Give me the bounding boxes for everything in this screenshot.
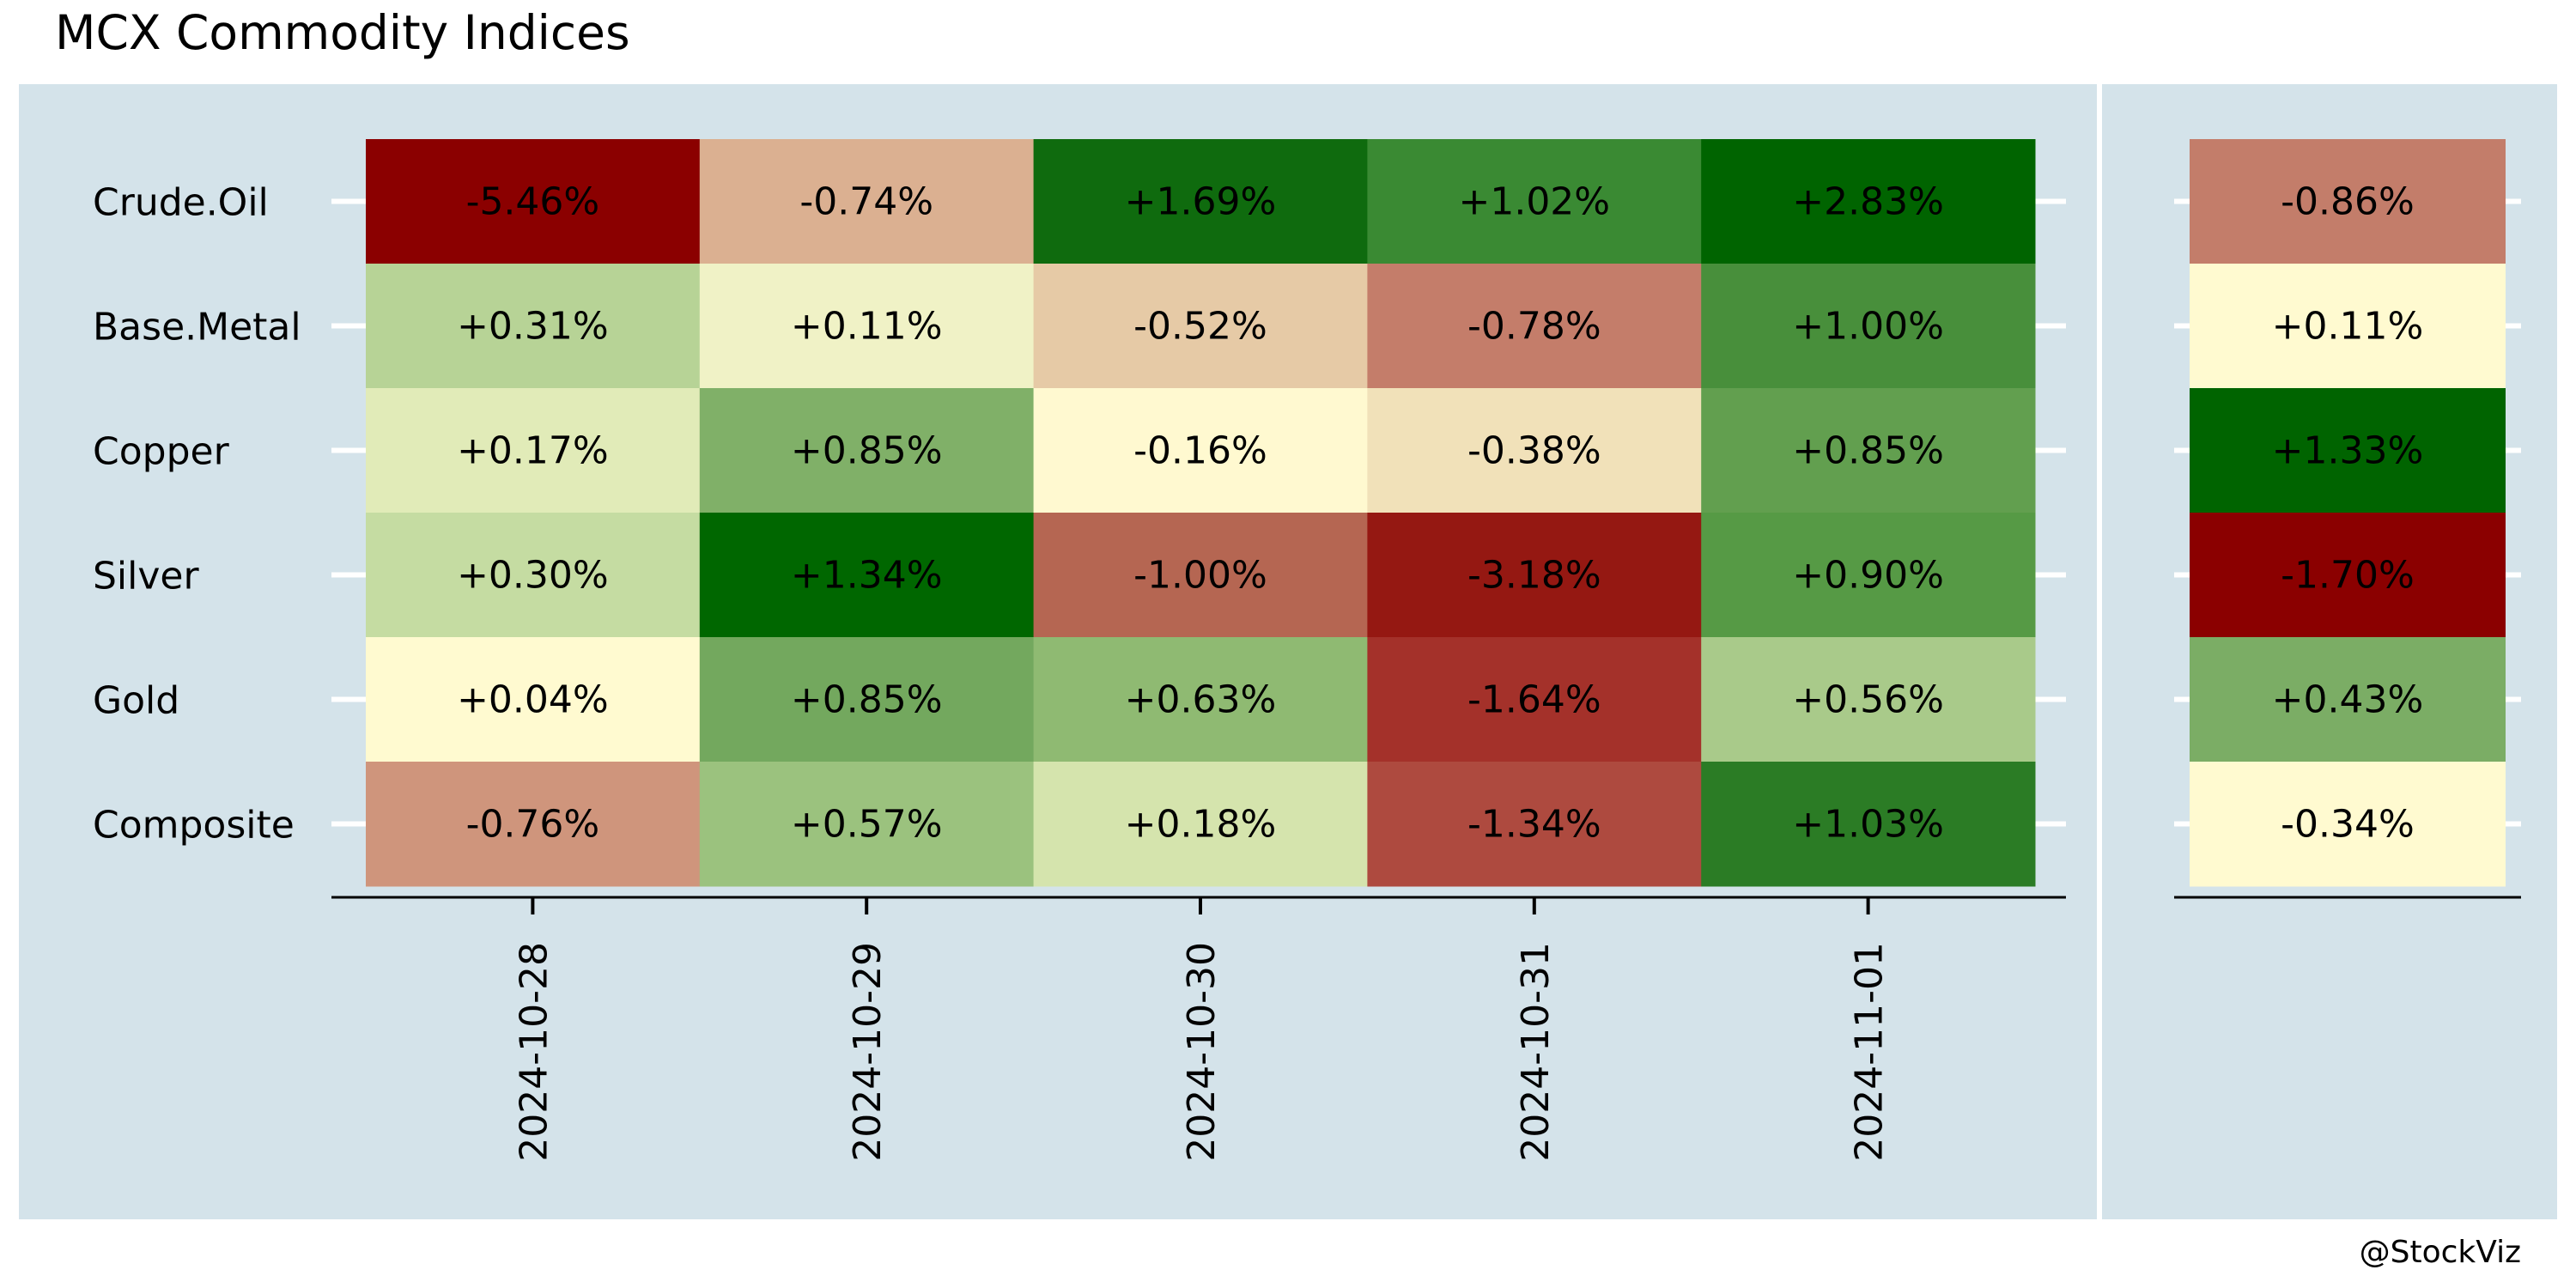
cell-value-label: +1.00% — [1792, 305, 1944, 349]
cell-value-label: +0.56% — [1792, 678, 1944, 722]
cell-value-label: +0.85% — [791, 678, 943, 722]
heatmap-cell — [1367, 637, 1702, 762]
heatmap-cell — [1701, 637, 2036, 762]
cell-value-label: -0.76% — [466, 803, 600, 847]
row-label: Crude.Oil — [93, 181, 269, 225]
cell-value-label: +0.85% — [1792, 429, 1944, 473]
cell-value-label: +0.31% — [457, 305, 609, 349]
x-tick-label: 2024-10-30 — [1180, 942, 1224, 1162]
cell-value-label: +2.83% — [1792, 180, 1944, 224]
x-tick-label: 2024-10-28 — [512, 942, 556, 1162]
summary-value-label: +0.43% — [2272, 678, 2424, 722]
summary-cell — [2190, 388, 2506, 513]
cell-value-label: +1.69% — [1125, 180, 1277, 224]
heatmap-cell — [1701, 513, 2036, 638]
heatmap-cell — [1367, 388, 1702, 513]
summary-cell — [2190, 513, 2506, 638]
heatmap-cell — [1367, 264, 1702, 389]
cell-value-label: +0.18% — [1125, 803, 1277, 847]
heatmap-cell — [1701, 264, 2036, 389]
summary-value-label: +1.33% — [2272, 429, 2424, 473]
cell-value-label: +0.30% — [457, 554, 609, 598]
heatmap-cell — [699, 513, 1035, 638]
heatmap-cell — [699, 388, 1035, 513]
cell-value-label: +1.34% — [791, 554, 943, 598]
cell-value-label: -1.64% — [1467, 678, 1601, 722]
row-label: Base.Metal — [93, 306, 301, 349]
heatmap-cell — [366, 513, 701, 638]
cell-value-label: -0.38% — [1467, 429, 1601, 473]
heatmap-cell — [699, 264, 1035, 389]
heatmap-cell — [366, 264, 701, 389]
heatmap-cell — [366, 762, 701, 887]
summary-cell — [2190, 264, 2506, 389]
cell-value-label: -1.00% — [1133, 554, 1267, 598]
cell-value-label: +0.90% — [1792, 554, 1944, 598]
cell-value-label: +0.11% — [791, 305, 943, 349]
summary-value-label: +0.11% — [2272, 305, 2424, 349]
heatmap-cell — [699, 637, 1035, 762]
summary-value-label: -1.70% — [2281, 554, 2415, 598]
row-label: Silver — [93, 555, 199, 598]
cell-value-label: +0.04% — [457, 678, 609, 722]
cell-value-label: +0.17% — [457, 429, 609, 473]
cell-value-label: -0.78% — [1467, 305, 1601, 349]
cell-value-label: -1.34% — [1467, 803, 1601, 847]
heatmap-cell — [1367, 762, 1702, 887]
cell-value-label: -3.18% — [1467, 554, 1601, 598]
cell-value-label: +0.85% — [791, 429, 943, 473]
heatmap-cell — [1367, 513, 1702, 638]
heatmap-cell — [1033, 513, 1368, 638]
row-label: Gold — [93, 679, 179, 723]
heatmap-cell — [699, 762, 1035, 887]
cell-value-label: +0.57% — [791, 803, 943, 847]
heatmap-cell — [1033, 388, 1368, 513]
heatmap-cell — [366, 388, 701, 513]
heatmap-cell — [366, 139, 701, 264]
cell-value-label: -5.46% — [466, 180, 600, 224]
heatmap-cell — [1033, 762, 1368, 887]
heatmap-cell — [1701, 388, 2036, 513]
cell-value-label: -0.52% — [1133, 305, 1267, 349]
row-label: Composite — [93, 804, 295, 848]
heatmap-cell — [366, 637, 701, 762]
x-tick-label: 2024-10-31 — [1514, 942, 1558, 1162]
heatmap-cell — [1367, 139, 1702, 264]
x-tick-label: 2024-10-29 — [846, 942, 890, 1162]
heatmap-cell — [1033, 139, 1368, 264]
heatmap-cell — [1033, 264, 1368, 389]
row-label: Copper — [93, 430, 230, 474]
heatmap-cell — [1701, 139, 2036, 264]
heatmap-cell — [1033, 637, 1368, 762]
summary-cell — [2190, 139, 2506, 264]
x-tick-label: 2024-11-01 — [1848, 942, 1892, 1162]
summary-cell — [2190, 637, 2506, 762]
summary-cell — [2190, 762, 2506, 887]
heatmap-cell — [699, 139, 1035, 264]
cell-value-label: +1.03% — [1792, 803, 1944, 847]
cell-value-label: +0.63% — [1125, 678, 1277, 722]
summary-value-label: -0.86% — [2281, 180, 2415, 224]
chart-title: MCX Commodity Indices — [55, 5, 630, 60]
summary-value-label: -0.34% — [2281, 803, 2415, 847]
cell-value-label: +1.02% — [1458, 180, 1610, 224]
cell-value-label: -0.16% — [1133, 429, 1267, 473]
cell-value-label: -0.74% — [799, 180, 933, 224]
heatmap-cell — [1701, 762, 2036, 887]
credit-label: @StockViz — [2359, 1235, 2521, 1270]
